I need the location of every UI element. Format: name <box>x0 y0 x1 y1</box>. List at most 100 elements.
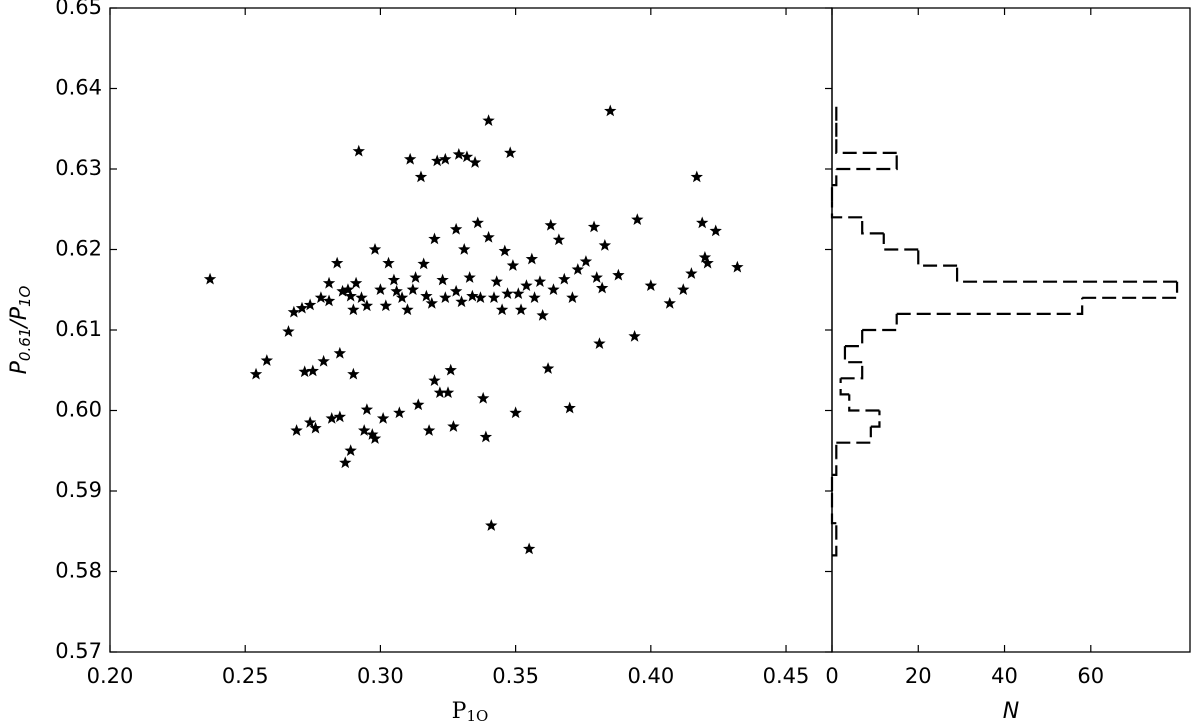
star-point <box>341 283 355 296</box>
star-point <box>403 152 417 165</box>
star-point <box>317 354 330 367</box>
hist-step <box>848 394 880 412</box>
star-point <box>406 283 420 296</box>
star-point <box>536 309 549 321</box>
star-point <box>558 272 571 285</box>
star-point <box>374 283 387 296</box>
star-point <box>595 281 609 294</box>
hist-step <box>832 458 838 476</box>
hist-step <box>836 152 898 171</box>
hist-step <box>870 410 881 428</box>
hist-step <box>830 201 863 219</box>
x-tick-label: 0.25 <box>222 664 269 688</box>
star-point <box>495 303 509 316</box>
star-point <box>433 386 447 399</box>
y-tick-label: 0.63 <box>55 156 102 180</box>
hist-step <box>882 233 919 251</box>
y-tick-label: 0.58 <box>55 559 102 583</box>
star-point <box>376 412 390 424</box>
star-point <box>203 272 217 285</box>
hist-step <box>832 103 838 121</box>
star-point <box>506 259 520 271</box>
star-point <box>303 416 317 428</box>
star-point <box>731 260 744 273</box>
x-tick-label: 0 <box>825 664 838 688</box>
star-point <box>566 291 579 304</box>
star-point <box>382 256 395 269</box>
star-point <box>628 329 641 342</box>
star-point <box>522 542 536 555</box>
star-point <box>309 421 322 434</box>
star-point <box>444 363 457 376</box>
star-point <box>303 298 317 311</box>
star-point <box>612 268 625 281</box>
y-tick-label: 0.60 <box>55 398 102 422</box>
x-tick-label: 60 <box>1077 664 1104 688</box>
star-point <box>466 289 479 302</box>
star-point <box>322 276 336 289</box>
y-tick-label: 0.57 <box>55 639 102 663</box>
x-tick-label: 0.45 <box>763 664 810 688</box>
star-point <box>330 256 344 269</box>
y-label-sub: 0.61 <box>16 328 34 361</box>
star-point <box>644 279 658 291</box>
star-point <box>698 251 712 263</box>
star-point <box>520 279 533 291</box>
hist-step <box>836 426 872 444</box>
star-point <box>336 284 349 297</box>
star-point <box>476 391 490 404</box>
star-point <box>360 403 374 415</box>
star-point <box>355 291 368 304</box>
star-point <box>631 213 644 225</box>
star-point <box>579 255 593 267</box>
star-point <box>417 257 430 270</box>
y-tick-label: 0.61 <box>55 317 102 341</box>
star-point <box>533 275 547 287</box>
star-point <box>352 144 365 157</box>
star-point <box>498 244 511 257</box>
star-point <box>482 230 495 243</box>
star-point <box>287 305 301 318</box>
star-point <box>298 365 311 378</box>
star-point <box>333 410 347 423</box>
star-point <box>344 444 357 457</box>
star-point <box>439 291 452 304</box>
star-point <box>314 291 328 304</box>
star-point <box>368 243 382 255</box>
hist-step <box>1082 281 1179 299</box>
y-tick-label: 0.64 <box>55 76 102 100</box>
star-point <box>544 218 557 231</box>
star-point <box>439 152 452 165</box>
hist-step <box>896 297 1084 315</box>
star-point <box>390 284 403 297</box>
star-point <box>509 406 522 419</box>
star-point <box>460 150 474 163</box>
star-point <box>447 420 460 432</box>
star-point <box>347 367 360 380</box>
y-tick-label: 0.62 <box>55 237 102 261</box>
hist-step <box>830 507 837 525</box>
star-point <box>512 287 525 300</box>
hist-step <box>840 362 864 380</box>
star-point <box>428 232 441 245</box>
star-point <box>474 291 487 304</box>
star-point <box>401 303 414 316</box>
star-point <box>690 170 703 183</box>
star-point <box>701 256 714 269</box>
x-tick-label: 20 <box>905 664 932 688</box>
star-point <box>514 303 528 316</box>
star-point <box>709 224 722 237</box>
hist-step <box>844 330 864 348</box>
star-point <box>368 432 382 444</box>
star-point <box>325 412 338 424</box>
star-point <box>344 289 357 302</box>
star-point <box>428 374 441 386</box>
star-point <box>455 295 468 308</box>
star-point <box>260 354 274 366</box>
star-point <box>685 267 698 279</box>
star-point <box>290 424 303 436</box>
star-point <box>504 146 517 159</box>
hist-step <box>861 217 884 235</box>
x-label-sub: 1O <box>466 707 488 725</box>
